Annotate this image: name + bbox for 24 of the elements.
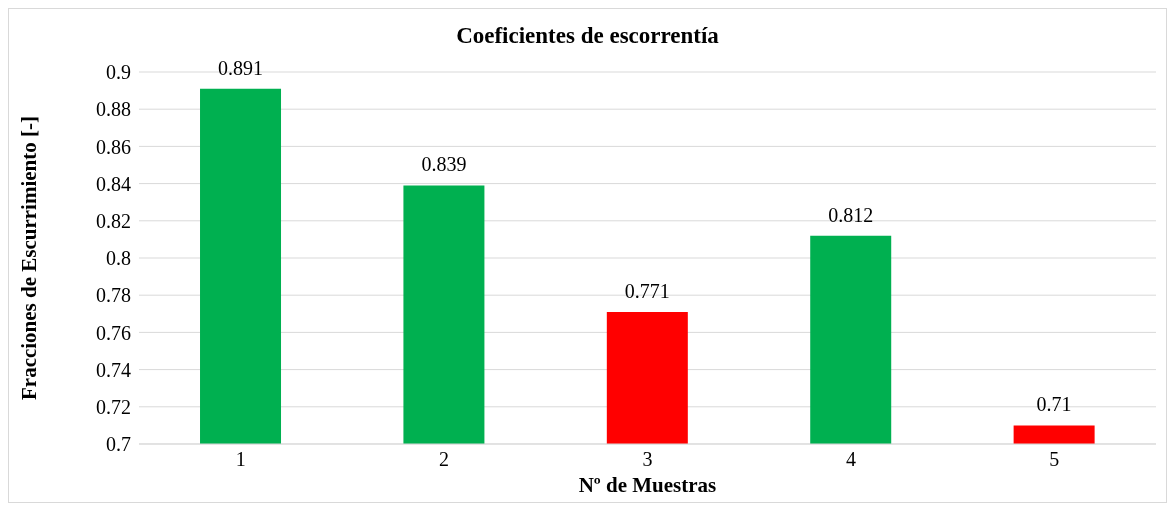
y-tick-label: 0.86 [96,135,131,158]
data-label: 0.839 [421,153,467,176]
y-tick-label: 0.7 [106,433,131,456]
y-axis-title: Fracciones de Escurrimiento [-] [17,115,42,401]
y-tick-label: 0.78 [96,284,131,307]
x-tick-label: 3 [642,448,653,471]
y-tick-label: 0.74 [96,358,131,381]
y-tick-label: 0.8 [106,247,131,270]
y-tick-label: 0.9 [106,61,131,84]
chart-title: Coeficientes de escorrentía [455,23,720,49]
data-label: 0.891 [218,56,264,79]
y-tick-label: 0.88 [96,98,131,121]
x-axis-title: Nº de Muestras [578,473,717,497]
y-tick-label: 0.76 [96,321,131,344]
x-tick-label: 1 [235,448,246,471]
y-tick-label: 0.84 [96,172,131,195]
data-label: 0.71 [1036,393,1072,416]
data-label: 0.812 [828,203,874,226]
y-tick-label: 0.72 [96,395,131,418]
data-label: 0.771 [624,279,670,302]
x-tick-label: 2 [439,448,450,471]
y-tick-label: 0.82 [96,209,131,232]
x-tick-label: 4 [845,448,856,471]
x-tick-label: 5 [1049,448,1060,471]
